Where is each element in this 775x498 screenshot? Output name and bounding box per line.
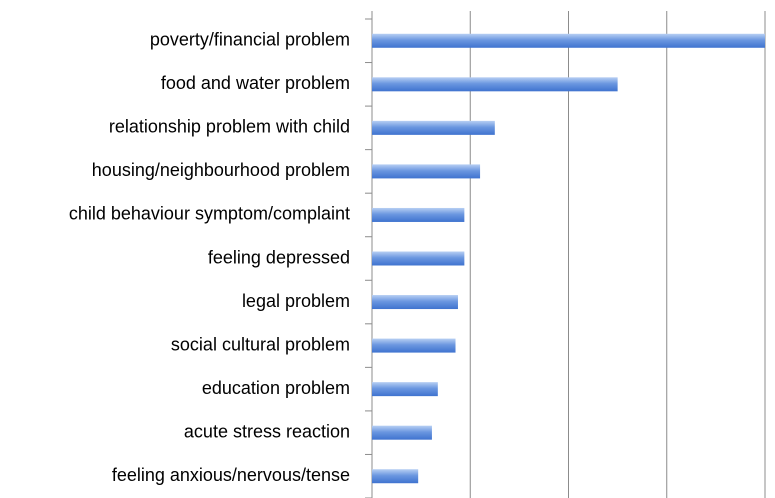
bar xyxy=(372,338,456,353)
bar xyxy=(372,382,438,397)
bar xyxy=(372,164,481,179)
y-tick-label: social cultural problem xyxy=(171,334,350,354)
y-tick-label: child behaviour symptom/complaint xyxy=(69,204,350,224)
y-tick-label: acute stress reaction xyxy=(184,421,350,441)
y-tick-label: relationship problem with child xyxy=(109,117,350,137)
bar xyxy=(372,425,432,440)
y-tick-label: poverty/financial problem xyxy=(150,30,350,50)
y-tick-label: education problem xyxy=(202,378,350,398)
bar xyxy=(372,295,458,310)
bar xyxy=(372,207,465,222)
y-tick-label: legal problem xyxy=(242,291,350,311)
bar xyxy=(372,77,618,92)
bar xyxy=(372,469,419,484)
y-tick-label: housing/neighbourhood problem xyxy=(92,160,350,180)
bar xyxy=(372,120,495,135)
bar xyxy=(372,251,465,266)
y-tick-label: feeling anxious/nervous/tense xyxy=(112,465,350,485)
y-tick-label: food and water problem xyxy=(161,73,350,93)
bar xyxy=(372,33,765,48)
y-tick-label: feeling depressed xyxy=(208,247,350,267)
